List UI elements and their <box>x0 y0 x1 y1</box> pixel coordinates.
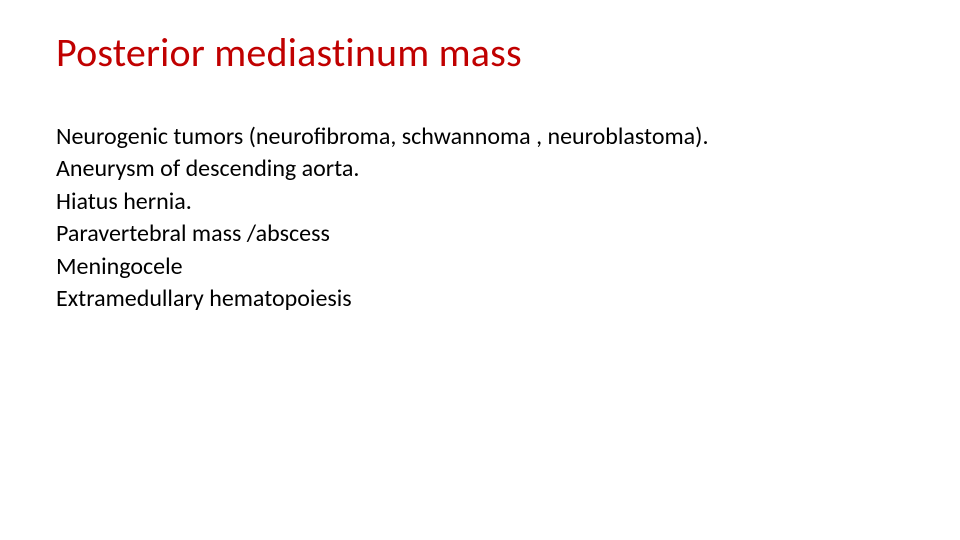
slide-title: Posterior mediastinum mass <box>56 28 904 77</box>
slide-body: Neurogenic tumors (neurofibroma, schwann… <box>56 121 904 315</box>
body-line: Extramedullary hematopoiesis <box>56 283 904 315</box>
body-line: Aneurysm of descending aorta. <box>56 153 904 185</box>
body-line: Paravertebral mass /abscess <box>56 218 904 250</box>
body-line: Hiatus hernia. <box>56 186 904 218</box>
body-line: Meningocele <box>56 251 904 283</box>
slide: Posterior mediastinum mass Neurogenic tu… <box>0 0 960 540</box>
body-line: Neurogenic tumors (neurofibroma, schwann… <box>56 121 904 153</box>
